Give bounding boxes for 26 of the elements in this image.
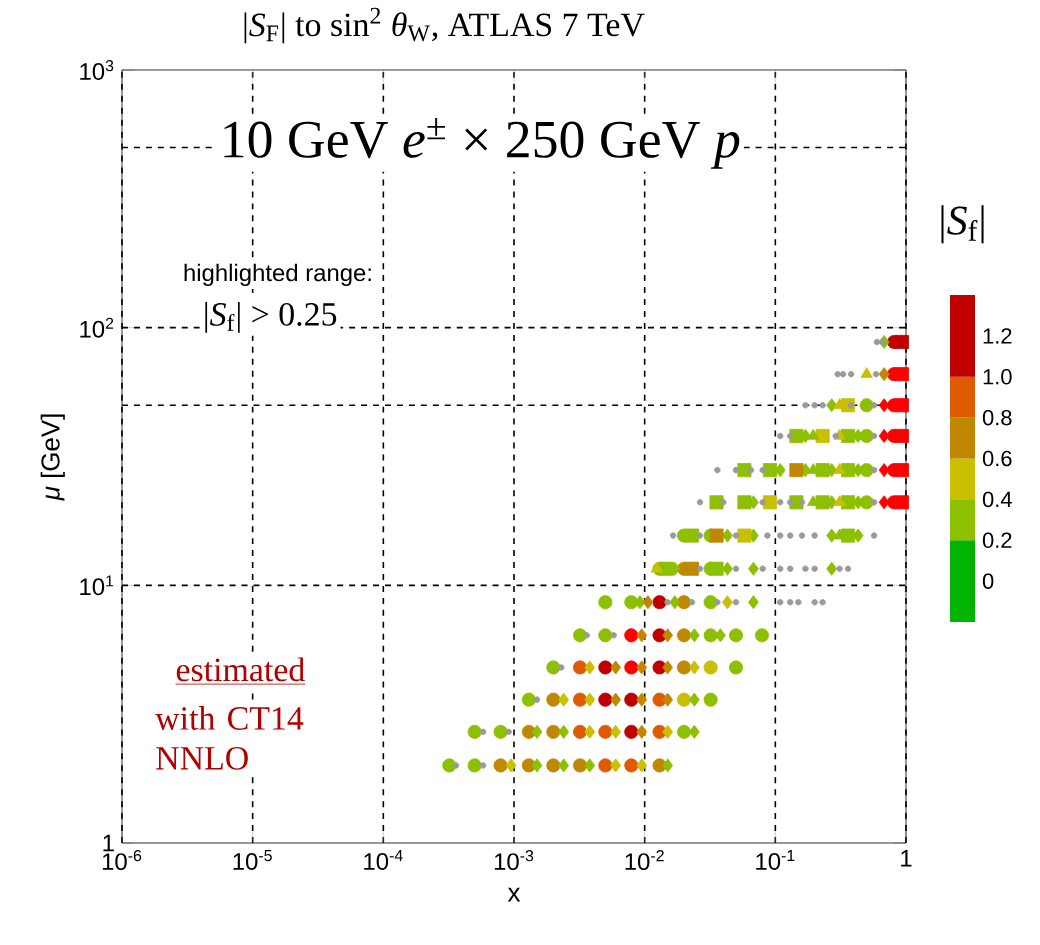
x-tick-label: 10$^{-4}$ [364,850,403,870]
color-bar-label: 0 [982,573,994,589]
color-bar-label: 0.6 [982,450,1012,467]
y-tick-label: 10$^{2}$ [80,317,114,338]
color-bar-label: 0.8 [982,409,1012,426]
color-bar-label: 0.2 [982,532,1012,549]
x-tick-label: 10$^{-5}$ [233,850,272,870]
chart-title: |S$_{F}$| to sin$^{2}$ θ$_{W}$, ATLAS 7 TeV [244,7,645,44]
x-tick-label: 10$^{-1}$ [756,850,795,870]
y-tick-label: 10$^{1}$ [80,575,114,596]
color-bar-label: 1.0 [983,369,1012,385]
x-axis-title: x [507,887,521,902]
color-bar-title: |S$_{f}$| [941,205,984,244]
x-tick-label: 10$^{-2}$ [625,850,664,871]
y-tick-label: 1 [103,834,114,852]
x-tick-label: 1 [901,850,912,867]
annotation: highlighted range: [184,263,371,286]
annotation: 10 GeV e$^{±}$ × 250 GeV p [224,118,740,169]
color-bar-label: 0.4 [982,491,1012,508]
x-tick-label: 10$^{-3}$ [494,850,534,871]
annotation: with CT14 NNLO [155,706,304,770]
annotation: |S$_{f}$| > 0.25 [205,301,337,333]
color-bar-label: 1.2 [983,328,1012,344]
annotation: estimated [176,657,305,682]
y-axis-title: μ [GeV] [40,414,65,501]
y-tick-label: 10$^{3}$ [80,59,114,80]
